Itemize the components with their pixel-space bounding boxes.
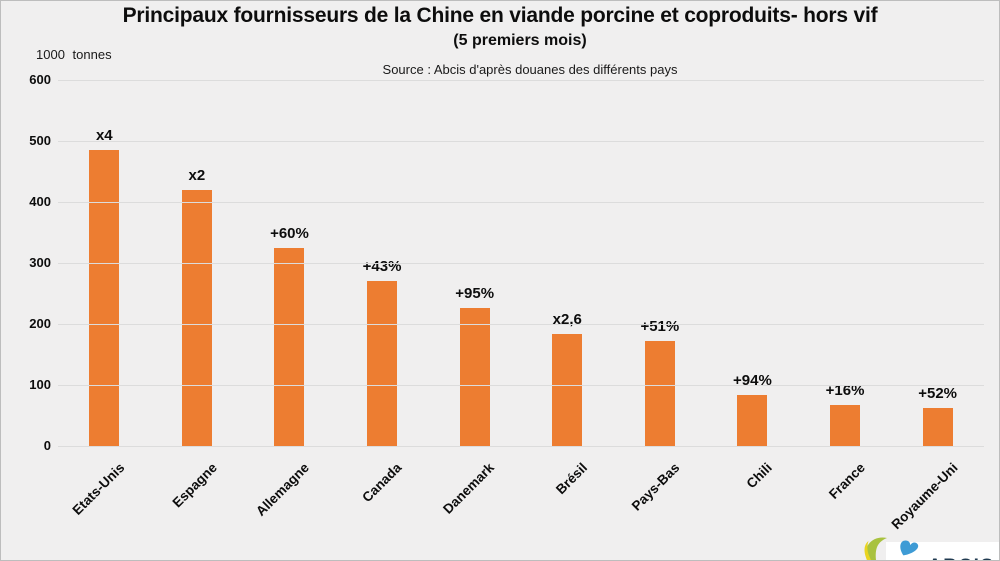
gridline — [58, 201, 984, 203]
bar-column: +60% Allemagne — [243, 80, 336, 519]
chart-source: Source : Abcis d'après douanes des diffé… — [382, 62, 678, 77]
x-axis-label: Allemagne — [253, 460, 313, 519]
logo-leaf-icon — [865, 537, 887, 560]
bar-value-label: +95% — [455, 285, 495, 303]
x-axis-label: Danemark — [440, 460, 498, 517]
y-tick-label: 600 — [29, 72, 51, 87]
y-tick-label: 300 — [29, 255, 51, 270]
bar-value-label: +52% — [918, 385, 958, 403]
bar-column: x2 Espagne — [151, 80, 244, 511]
y-tick-label: 0 — [43, 438, 51, 453]
plot-area: x4 Etats-Unis x2 Espagne +60% Allemagne +43% Ca… — [58, 79, 984, 532]
x-axis-label: Pays-Bas — [628, 460, 683, 514]
bar-pays-bas — [644, 341, 675, 446]
chart-title: Principaux fournisseurs de la Chine en v… — [122, 4, 878, 27]
y-axis-unit-label: 1000 tonnes — [36, 47, 112, 62]
bar-value-label: x4 — [95, 127, 113, 145]
bars-container: x4 Etats-Unis x2 Espagne +60% Allemagne +43% Ca… — [58, 80, 984, 532]
gridline — [58, 384, 984, 386]
bar-chili — [737, 394, 768, 446]
logo-text: ABCIS — [928, 556, 995, 560]
bar-value-label: +51% — [640, 318, 680, 336]
bar-canada — [367, 281, 398, 446]
bar-column: +95% Danemark — [428, 80, 521, 517]
x-axis-label: Chili — [743, 460, 776, 492]
gridline — [58, 323, 984, 325]
bar-danemark — [459, 308, 490, 446]
y-tick-label: 500 — [29, 133, 51, 148]
y-tick-label: 200 — [29, 316, 51, 331]
bar-etats-unis — [89, 150, 120, 446]
bar-allemagne — [274, 248, 305, 446]
gridline — [58, 140, 984, 142]
logo-leaf-accent-icon — [864, 541, 871, 560]
bar-espagne — [181, 189, 212, 446]
bar-column: +94% Chili — [706, 80, 799, 492]
bar-column: x4 Etats-Unis — [58, 80, 151, 518]
x-axis-label: Brésil — [552, 460, 590, 498]
y-tick-label: 100 — [29, 377, 51, 392]
bar-column: +51% Pays-Bas — [614, 80, 707, 514]
gridline — [58, 79, 984, 81]
bar-france — [830, 404, 861, 446]
bar-value-label: +60% — [270, 225, 309, 243]
bar-value-label: +43% — [362, 258, 402, 276]
x-axis-label: Etats-Unis — [69, 460, 127, 518]
chart-subtitle: (5 premiers mois) — [453, 32, 587, 49]
bar-column: +52% Royaume-Uni — [888, 80, 984, 532]
gridline — [58, 445, 984, 447]
abcis-logo: ABCIS — [849, 534, 999, 560]
bar-column: +16% France — [799, 80, 892, 502]
x-axis-label: France — [825, 460, 868, 502]
bar-value-label: +16% — [825, 381, 865, 399]
gridline — [58, 262, 984, 264]
y-tick-label: 400 — [29, 194, 51, 209]
bar-br-sil — [552, 334, 583, 446]
logo-heart-icon — [900, 540, 919, 556]
x-axis-label: Royaume-Uni — [888, 460, 961, 533]
bar-value-label: x2 — [188, 166, 206, 184]
bar-royaume-uni — [922, 408, 953, 446]
x-axis-label: Canada — [359, 460, 405, 506]
x-axis-label: Espagne — [169, 460, 220, 511]
